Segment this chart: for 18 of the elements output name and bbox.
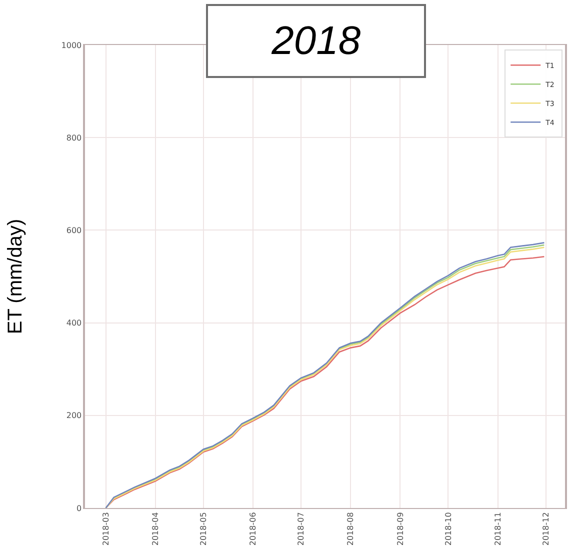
- y-tick-label: 1000: [61, 40, 82, 50]
- y-axis-title: ET (mm/day): [4, 218, 26, 334]
- y-tick-label: 200: [66, 411, 82, 420]
- y-tick-label: 400: [66, 318, 82, 328]
- x-tick-label: 2018-04: [151, 512, 160, 546]
- x-tick-label: 2018-06: [248, 512, 258, 546]
- chart-title: 2018: [270, 19, 362, 63]
- y-tick-label: 600: [66, 226, 82, 235]
- y-tick-label: 0: [76, 504, 82, 513]
- x-tick-label: 2018-07: [296, 512, 306, 546]
- x-tick-label: 2018-03: [101, 512, 110, 546]
- x-tick-label: 2018-10: [444, 512, 453, 546]
- x-tick-label: 2018-09: [396, 512, 405, 546]
- y-tick-label: 800: [66, 133, 82, 142]
- x-tick-label: 2018-11: [493, 512, 502, 546]
- x-tick-label: 2018-08: [346, 512, 356, 546]
- x-tick-label: 2018-12: [541, 512, 550, 546]
- x-tick-label: 2018-05: [199, 512, 208, 546]
